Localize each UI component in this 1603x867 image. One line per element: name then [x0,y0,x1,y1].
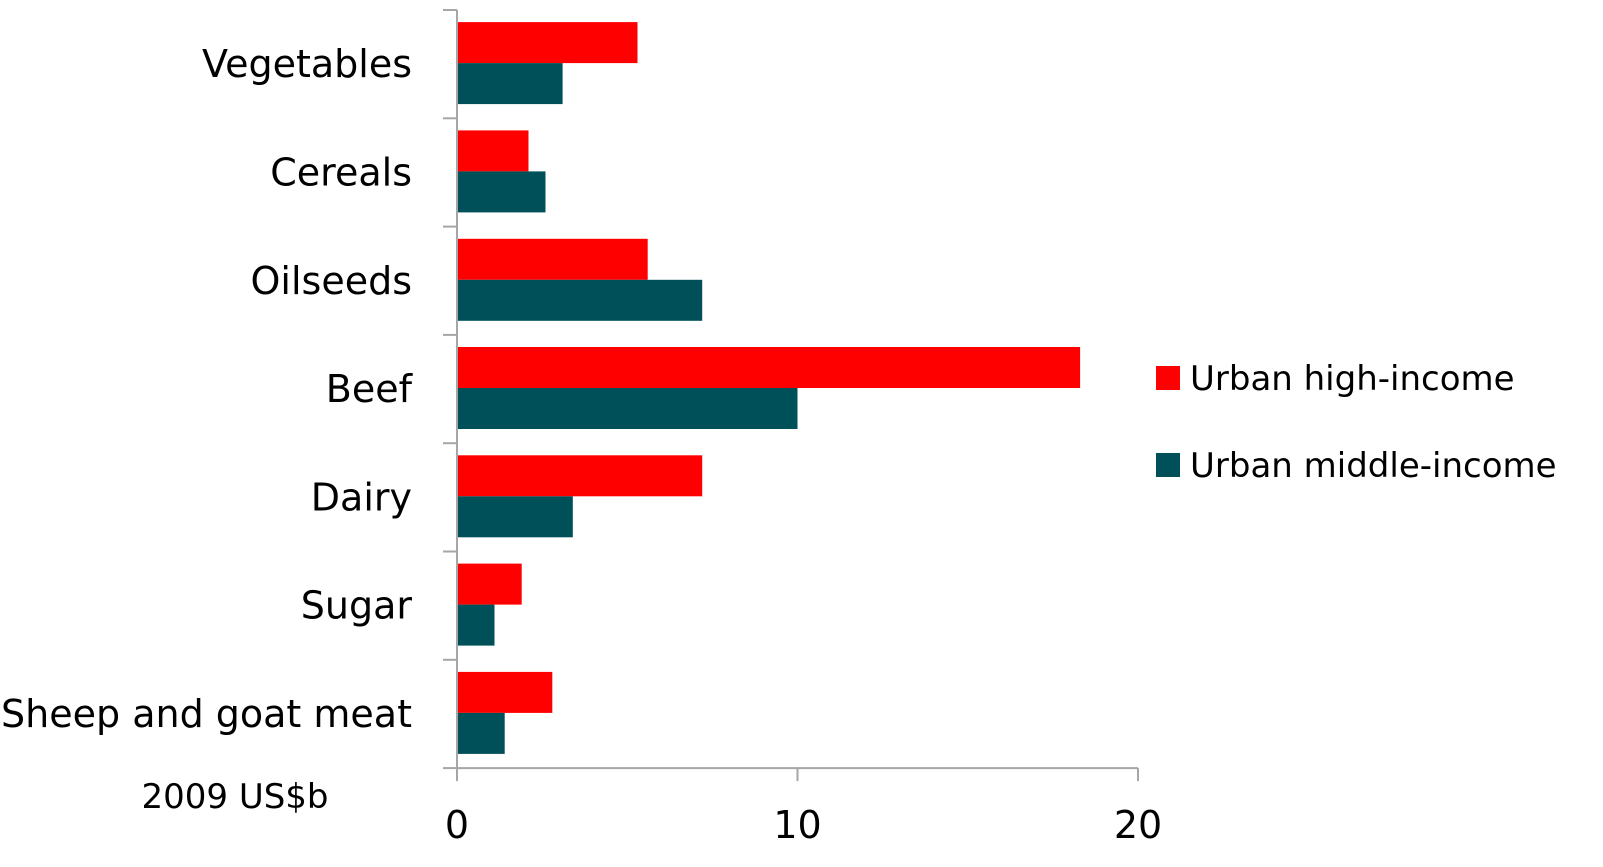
value-tick-label-0: 0 [445,803,469,847]
bar-dairy-urban-high-income [457,455,703,497]
bar-sugar-urban-middle-income [457,604,495,646]
bar-vegetables-urban-high-income [457,22,638,64]
bar-sugar-urban-high-income [457,563,522,605]
category-label-sugar: Sugar [301,584,413,628]
bar-beef-urban-high-income [457,347,1081,388]
category-label-beef: Beef [326,367,414,411]
legend: Urban high-income Urban middle-income [1156,359,1557,486]
axes-layer [443,9,1139,782]
bar-vegetables-urban-middle-income [457,63,563,105]
value-tick-label-20: 20 [1114,803,1162,847]
bar-beef-urban-middle-income [457,388,798,429]
bar-oilseeds-urban-high-income [457,238,648,280]
bars-layer [457,22,1081,754]
category-label-cereals: Cereals [270,150,412,194]
legend-label-urban-high-income: Urban high-income [1190,359,1515,399]
category-label-dairy: Dairy [311,475,412,519]
legend-swatch-urban-middle-income [1156,453,1180,477]
value-tick-label-10: 10 [773,803,821,847]
category-label-sheep-and-goat-meat: Sheep and goat meat [1,692,412,736]
bar-oilseeds-urban-middle-income [457,279,703,321]
labels-layer: Vegetables Cereals Oilseeds Beef Dairy Sugar S… [1,42,1162,847]
bar-cereals-urban-high-income [457,130,529,172]
legend-label-urban-middle-income: Urban middle-income [1190,446,1557,486]
legend-swatch-urban-high-income [1156,366,1180,390]
bar-cereals-urban-middle-income [457,171,546,213]
category-label-oilseeds: Oilseeds [251,259,413,303]
category-label-vegetables: Vegetables [202,42,412,86]
bar-sheep-and-goat-meat-urban-middle-income [457,712,505,754]
x-axis-title: 2009 US$b [141,777,328,817]
bar-dairy-urban-middle-income [457,496,573,538]
bar-sheep-and-goat-meat-urban-high-income [457,671,553,713]
